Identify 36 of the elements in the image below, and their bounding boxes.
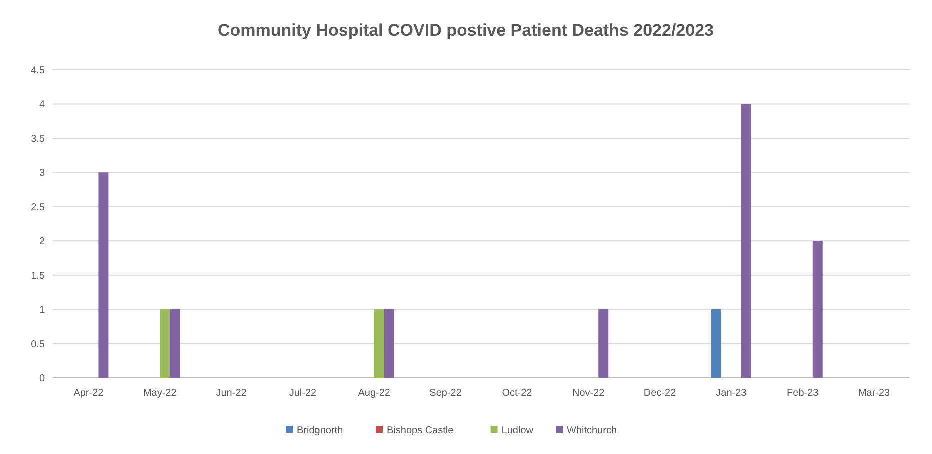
bar [170, 310, 180, 378]
y-tick-label: 0 [39, 374, 46, 384]
y-tick-label: 0.5 [31, 339, 46, 350]
x-tick-label: Aug-22 [358, 388, 391, 399]
legend-label: Whitchurch [567, 426, 618, 436]
y-tick-label: 2 [39, 236, 46, 248]
bar [741, 104, 752, 378]
y-tick-label: 1.5 [31, 270, 46, 282]
x-tick-label: Nov-22 [572, 388, 606, 399]
y-tick-label: 2.5 [31, 202, 46, 214]
bar [598, 310, 609, 378]
legend-label: Bishops Castle [387, 426, 454, 436]
bar [160, 310, 170, 378]
x-tick-label: Apr-22 [74, 388, 104, 399]
y-tick-label: 1 [39, 305, 46, 316]
legend-label: Bridgnorth [297, 426, 344, 436]
y-tick-label: 4.5 [31, 66, 46, 76]
x-tick-label: Sep-22 [430, 388, 462, 399]
x-tick-label: Jul-22 [289, 388, 318, 399]
y-tick-label: 4 [39, 100, 46, 111]
y-tick-label: 3 [39, 168, 46, 180]
x-tick-label: Oct-22 [502, 388, 533, 399]
x-tick-label: Jan-23 [716, 388, 748, 399]
bar [384, 310, 394, 378]
x-tick-label: May-22 [143, 388, 178, 399]
x-tick-label: Mar-23 [858, 388, 891, 399]
bar [812, 241, 823, 378]
y-tick-label: 3.5 [31, 134, 46, 145]
x-tick-label: Dec-22 [644, 388, 677, 399]
bar [98, 172, 109, 378]
legend-label: Ludlow [502, 426, 534, 436]
bar [711, 310, 722, 378]
bar [374, 310, 384, 378]
x-tick-label: Jun-22 [216, 388, 248, 399]
chart-title: Community Hospital COVID postive Patient Deaths 2022/2023 [218, 21, 714, 40]
x-tick-label: Feb-23 [787, 388, 820, 399]
